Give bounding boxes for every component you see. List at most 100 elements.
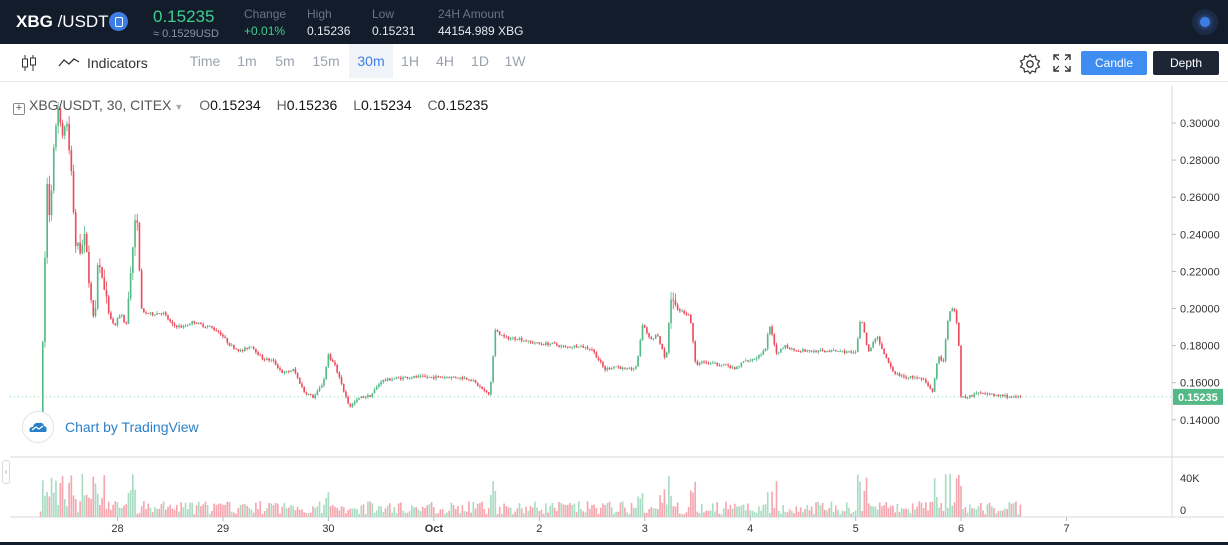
volume-tick-label: 40K (1180, 473, 1200, 485)
volume-bar (819, 505, 822, 517)
candle-body (988, 393, 991, 395)
candle-type-icon[interactable] (20, 53, 38, 73)
candle-body (520, 338, 523, 341)
candle-body (290, 370, 292, 372)
volume-bar (553, 507, 556, 517)
volume-bar (345, 513, 347, 517)
candle-body (336, 364, 338, 373)
volume-bar (604, 504, 606, 517)
coin-info-icon[interactable] (109, 12, 128, 31)
candle-body (384, 379, 387, 381)
tf-1w[interactable]: 1W (504, 53, 526, 69)
candle-body (138, 222, 141, 271)
candle-body (351, 403, 354, 407)
time-tick-label: Oct (425, 523, 444, 535)
tf-time[interactable]: Time (189, 53, 221, 69)
trading-pair[interactable]: XBG /USDT (16, 12, 109, 32)
volume-bar (898, 512, 901, 517)
candle-body (140, 270, 143, 309)
candle-body (982, 392, 984, 394)
volume-bar (635, 507, 637, 517)
legend-symbol[interactable]: XBG/USDT, 30, CITEX (29, 97, 172, 113)
settings-gear-icon[interactable] (1019, 53, 1041, 75)
volume-bar (599, 507, 602, 517)
candle-body (318, 387, 321, 391)
depth-button[interactable]: Depth (1153, 51, 1219, 75)
tf-15m[interactable]: 15m (312, 53, 340, 69)
candle-body (167, 315, 169, 320)
volume-bar (356, 508, 358, 517)
tf-1h[interactable]: 1H (401, 53, 419, 69)
candle-body (705, 361, 708, 363)
theme-bulb-icon[interactable] (1192, 9, 1218, 35)
candle-body (874, 338, 877, 343)
candle-body (540, 343, 543, 345)
candle-body (356, 399, 358, 402)
volume-bar (711, 503, 714, 517)
volume-bar (621, 501, 624, 517)
candle-body (307, 394, 310, 395)
tradingview-watermark[interactable]: Chart by TradingView (22, 411, 199, 443)
candle-body (349, 403, 352, 407)
volume-bar (676, 502, 679, 517)
indicators-icon[interactable] (58, 57, 80, 69)
candle-body (118, 315, 121, 319)
candle-body (819, 349, 822, 351)
volume-bar (942, 510, 945, 517)
volume-bar (461, 505, 464, 517)
candle-body (125, 322, 128, 324)
candle-body (202, 324, 204, 327)
tf-1m[interactable]: 1m (237, 53, 257, 69)
volume-bar (191, 502, 193, 517)
time-tick-label: 4 (747, 523, 753, 535)
volume-bar (874, 506, 877, 517)
volume-bar (162, 501, 165, 517)
volume-bar (909, 513, 912, 517)
volume-bar (586, 501, 589, 517)
candle-body (492, 355, 494, 382)
candle-body (417, 376, 420, 378)
legend-dropdown-icon[interactable]: ▼ (174, 102, 184, 112)
tf-1d[interactable]: 1D (471, 53, 489, 69)
expand-legend-icon[interactable]: + (13, 103, 25, 115)
candle-body (711, 362, 714, 364)
candle-body (856, 338, 859, 352)
volume-bar (244, 503, 246, 517)
candle-button[interactable]: Candle (1081, 51, 1147, 75)
candle-body (617, 366, 620, 368)
tradingview-cloud-icon (22, 411, 54, 443)
volume-bar (257, 509, 259, 517)
candle-body (859, 321, 861, 339)
tf-5m[interactable]: 5m (275, 53, 295, 69)
volume-bar (336, 507, 338, 517)
tf-30m[interactable]: 30m (349, 44, 393, 78)
volume-bar (968, 504, 971, 517)
candle-body (643, 325, 646, 328)
candle-body (821, 349, 824, 351)
candle-body (397, 377, 400, 379)
candle-body (993, 394, 995, 396)
volume-bar (411, 505, 413, 517)
candle-body (110, 312, 112, 319)
candle-body (593, 349, 595, 353)
candle-body (1012, 396, 1015, 398)
indicators-button[interactable]: Indicators (87, 55, 148, 71)
volume-bar (428, 504, 431, 517)
volume-bar (628, 513, 631, 517)
volume-bar (665, 504, 668, 517)
price-tick-label: 0.26000 (1180, 192, 1220, 204)
stat-value: 0.15236 (307, 24, 351, 38)
tf-4h[interactable]: 4H (436, 53, 454, 69)
candle-body (738, 366, 740, 368)
fullscreen-icon[interactable] (1052, 53, 1072, 73)
candle-body (747, 360, 749, 362)
volume-bar (771, 491, 773, 517)
volume-bar (415, 507, 418, 517)
volume-bar (595, 508, 598, 517)
candle-body (646, 327, 648, 334)
price-tick-label: 0.20000 (1180, 304, 1220, 316)
candle-body (815, 350, 817, 353)
candle-body (134, 220, 136, 248)
pane-collapse-handle[interactable]: › (2, 460, 10, 484)
